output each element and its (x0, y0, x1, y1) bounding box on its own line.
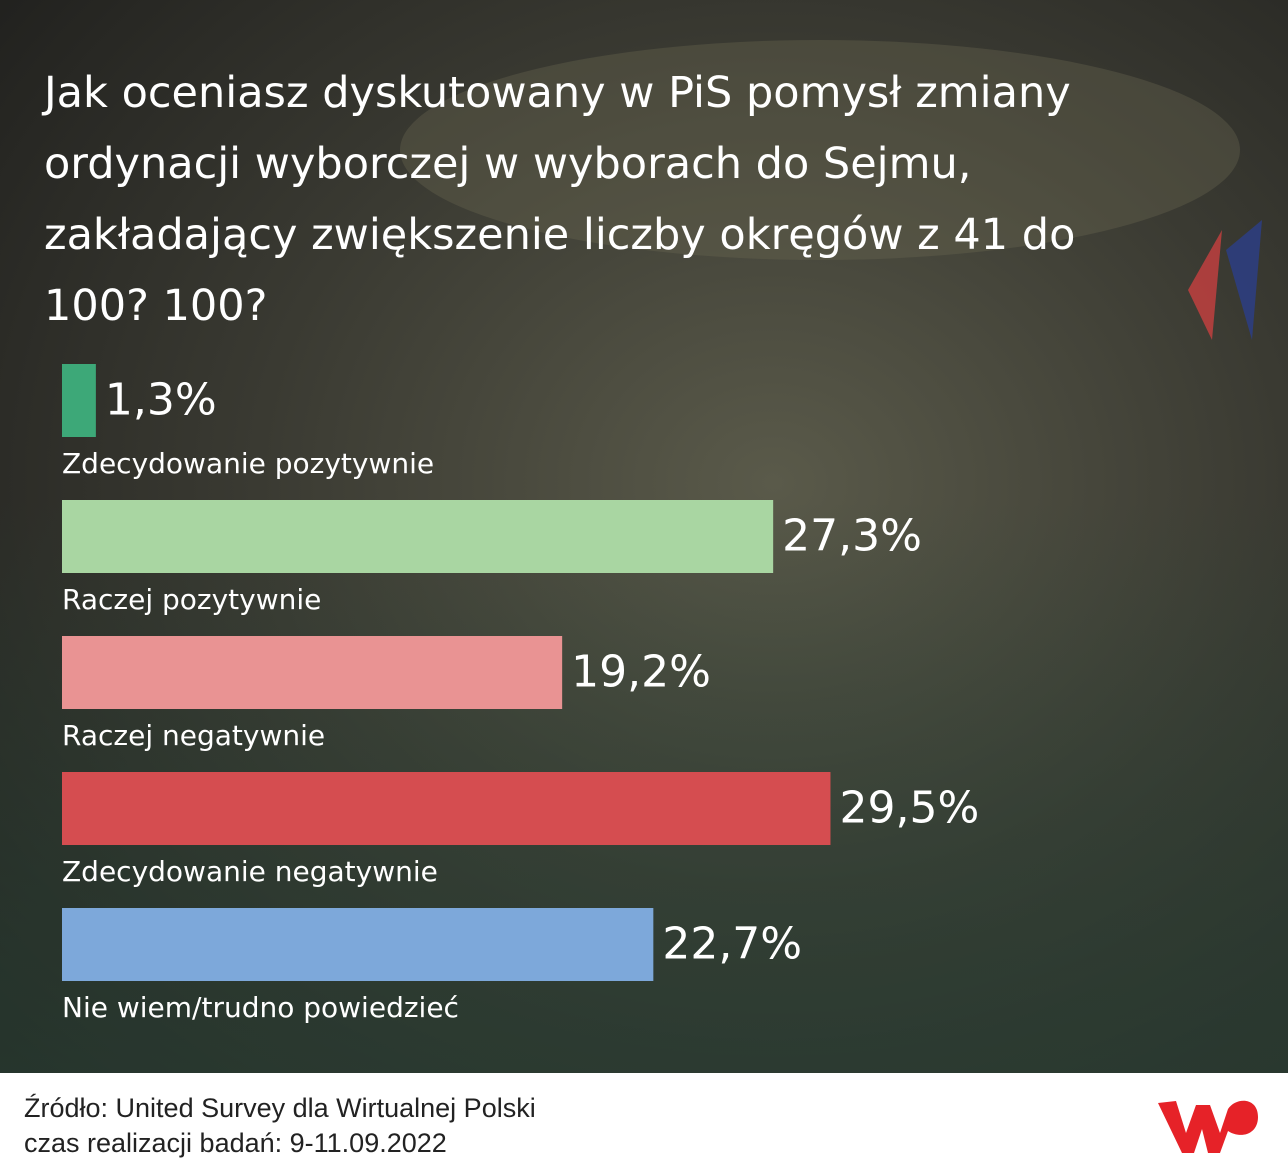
value-label: 1,3% (105, 375, 217, 426)
logo (1158, 1100, 1258, 1153)
bar (62, 772, 831, 845)
value-label: 19,2% (571, 647, 711, 698)
category-label: Nie wiem/trudno powiedzieć (62, 991, 459, 1024)
category-label: Zdecydowanie pozytywnie (62, 447, 434, 480)
value-label: 22,7% (662, 919, 802, 970)
category-label: Raczej pozytywnie (62, 583, 321, 616)
bar (62, 364, 96, 437)
bar (62, 500, 774, 573)
footer: Źródło: United Survey dla Wirtualnej Pol… (0, 1073, 1288, 1174)
logo-mark (1158, 1100, 1258, 1153)
background-flag (1226, 220, 1262, 340)
value-label: 27,3% (782, 511, 922, 562)
chart: 1,3% Zdecydowanie pozytywnie 27,3% Raczej p… (0, 0, 1288, 1073)
background-light (400, 40, 1240, 260)
note: czas realizacji badań: 9-11.09.2022 (24, 1128, 447, 1158)
category-label: Raczej negatywnie (62, 719, 325, 752)
category-label: Zdecydowanie negatywnie (62, 855, 438, 888)
source: Źródło: United Survey dla Wirtualnej Pol… (24, 1093, 536, 1123)
chart-title: Jak oceniasz dyskutowany w PiS pomysł zm… (44, 68, 1076, 331)
background-flag (1188, 230, 1222, 340)
bar (62, 908, 654, 981)
value-label: 29,5% (839, 783, 979, 834)
bar (62, 636, 563, 709)
